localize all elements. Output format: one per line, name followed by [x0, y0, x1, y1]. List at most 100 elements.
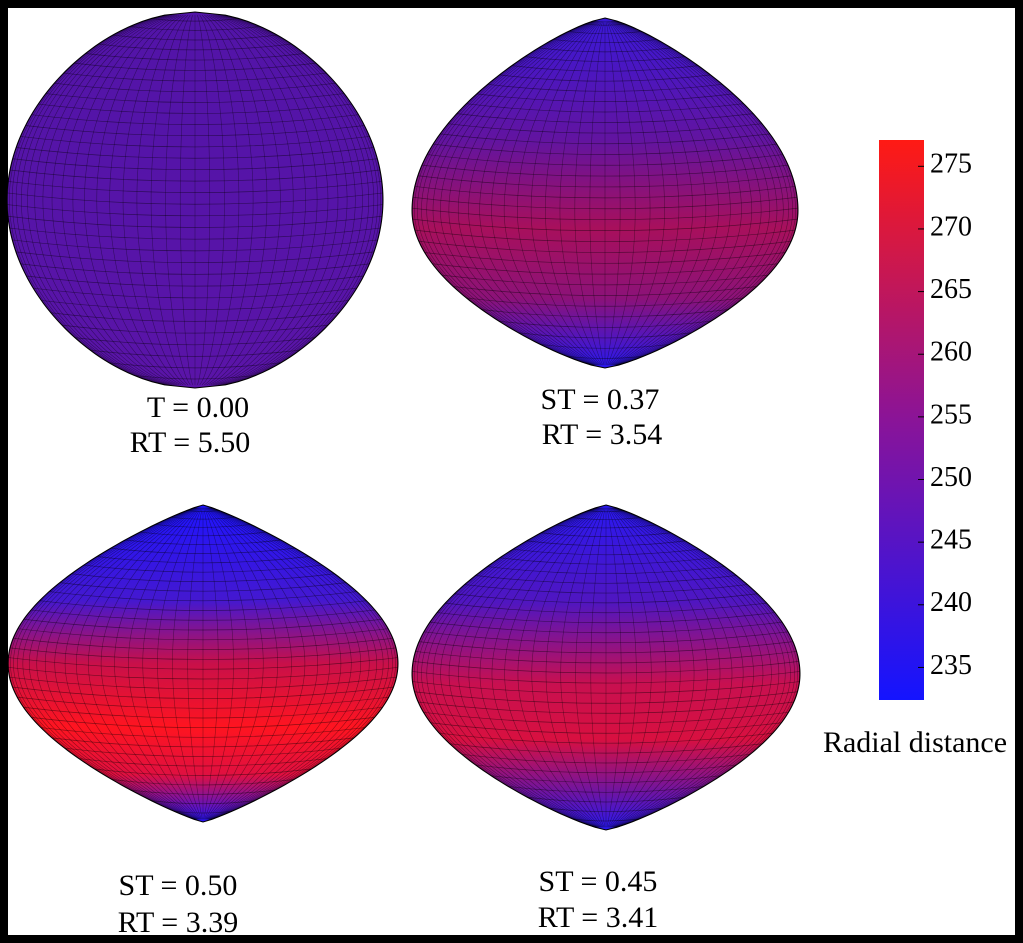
mesh-line — [615, 20, 778, 366]
mesh-line — [568, 31, 642, 34]
mesh-line — [606, 507, 622, 828]
mesh-line — [468, 507, 599, 828]
mesh-line — [84, 14, 178, 386]
mesh-line — [142, 507, 201, 820]
panel-label: RT = 3.41 — [538, 901, 658, 934]
mesh-line — [8, 507, 195, 820]
mesh-line — [222, 14, 363, 386]
mesh-line — [205, 507, 264, 820]
mesh-line — [447, 123, 763, 134]
mesh-line — [611, 20, 719, 366]
mesh-line — [612, 20, 731, 366]
mesh-line — [418, 240, 792, 253]
mesh-line — [23, 618, 383, 631]
mesh-line — [76, 507, 198, 820]
mesh-line — [421, 507, 597, 828]
mesh-line — [440, 133, 770, 145]
mesh-line — [421, 164, 789, 177]
mesh-line — [417, 20, 594, 366]
mesh-line — [17, 696, 389, 709]
mesh-line — [461, 753, 751, 764]
mesh-line — [432, 263, 778, 275]
mesh-line — [418, 701, 794, 714]
mesh-line — [223, 14, 369, 386]
mesh-line — [17, 507, 195, 820]
tick-label: 245 — [930, 525, 972, 556]
mesh-line — [211, 507, 393, 820]
mesh-line — [613, 507, 744, 828]
mesh-line — [426, 154, 784, 166]
mesh-line — [15, 14, 167, 386]
panel-label: ST = 0.45 — [539, 865, 658, 898]
mesh-line — [151, 800, 255, 805]
mesh-line — [453, 286, 757, 296]
mesh-line — [220, 14, 356, 386]
mesh-line — [139, 531, 267, 537]
mesh-line — [508, 786, 704, 793]
mesh-line — [206, 507, 292, 820]
mesh-line — [13, 637, 393, 650]
panel-label: ST = 0.37 — [541, 383, 660, 416]
mesh-line — [616, 20, 789, 366]
mesh-line — [614, 507, 772, 828]
mesh-line — [503, 20, 600, 366]
mesh-line — [421, 20, 594, 366]
mesh-line — [458, 507, 599, 828]
mesh-line — [609, 507, 681, 828]
mesh-line — [211, 507, 384, 820]
mesh-line — [432, 507, 598, 828]
mesh-line — [7, 215, 383, 228]
mesh-line — [614, 507, 780, 828]
mesh-line — [9, 647, 397, 660]
mesh-line — [45, 93, 345, 103]
mesh-line — [41, 300, 349, 311]
mesh-line — [481, 309, 729, 318]
mesh-line — [456, 113, 754, 123]
mesh-line — [548, 807, 664, 812]
mesh-line — [491, 507, 601, 828]
mesh-line — [417, 175, 793, 188]
mesh-line — [16, 147, 374, 159]
mesh-line — [225, 14, 383, 386]
mesh-line — [209, 507, 342, 820]
mesh-line — [498, 320, 712, 328]
mesh-line — [479, 507, 600, 828]
mesh-line — [615, 507, 795, 828]
mesh-line — [587, 510, 625, 513]
mesh-line — [454, 593, 758, 604]
mesh-line — [12, 158, 378, 171]
mesh-line — [540, 344, 670, 349]
mesh-line — [26, 275, 364, 287]
mesh-line — [448, 507, 598, 828]
mesh-line — [90, 349, 300, 357]
mesh-line — [136, 14, 186, 386]
mesh-line — [108, 362, 282, 369]
mesh-line — [616, 20, 793, 366]
mesh-line — [51, 14, 172, 386]
mesh-line — [50, 312, 340, 322]
mesh-line — [613, 20, 742, 366]
mesh-line — [613, 20, 753, 366]
mesh-line — [7, 192, 383, 205]
mesh-line — [430, 722, 782, 734]
mesh-line — [8, 181, 382, 193]
mesh-line — [100, 507, 199, 820]
mesh-line — [36, 507, 196, 820]
mesh-line — [417, 507, 597, 828]
mesh-line — [616, 20, 796, 366]
mesh-line — [412, 20, 594, 366]
mesh-line — [468, 20, 597, 366]
mesh-line — [415, 651, 797, 664]
mesh-line — [611, 507, 708, 828]
tick-label: 265 — [930, 274, 972, 305]
mesh-line — [165, 14, 191, 386]
mesh-line — [9, 676, 397, 690]
mesh-line — [457, 20, 597, 366]
mesh-line — [611, 507, 721, 828]
mesh-line — [61, 324, 329, 334]
tick-label: 260 — [930, 337, 972, 368]
mesh-line — [174, 810, 232, 814]
mesh-line — [210, 507, 370, 820]
mesh-line — [114, 507, 200, 820]
